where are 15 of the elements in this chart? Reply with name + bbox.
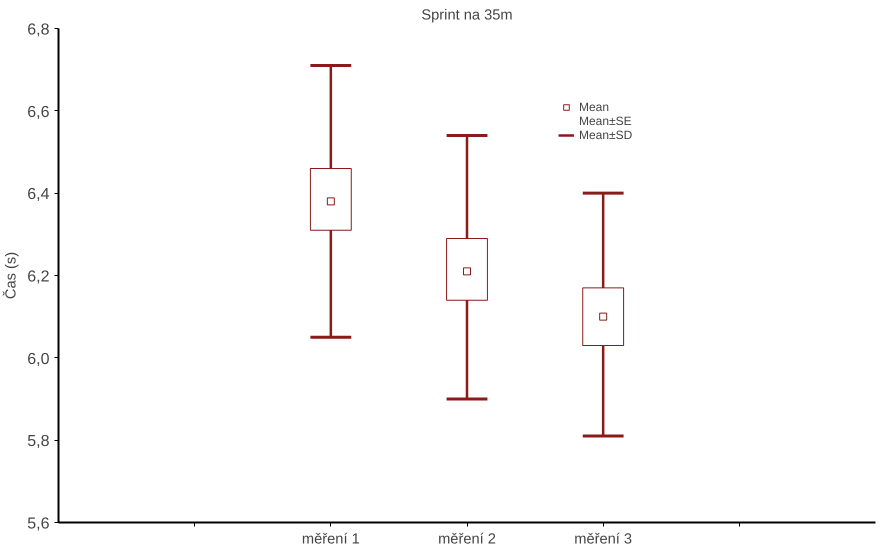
y-tick-label: 6,0: [27, 350, 50, 368]
annotation: Mean±SE: [579, 114, 632, 128]
y-tick-label: 5,6: [27, 516, 50, 532]
x-tick-label: měření 1: [302, 532, 360, 548]
y-tick-label: 5,8: [27, 433, 50, 450]
chart-title: Sprint na 35m: [421, 8, 513, 24]
x-tick-label: měření 3: [574, 532, 632, 548]
x-tick-label: měření 2: [438, 532, 496, 548]
annotation: Mean±SD: [579, 128, 632, 142]
y-tick-label: 6,4: [27, 186, 50, 204]
y-tick-label: 6,6: [27, 104, 50, 121]
legend-label: Mean: [579, 100, 610, 114]
y-tick-label: 6,2: [27, 268, 50, 286]
y-axis-title: Čas (s): [2, 252, 20, 300]
y-tick-label: 6,8: [27, 22, 50, 38]
